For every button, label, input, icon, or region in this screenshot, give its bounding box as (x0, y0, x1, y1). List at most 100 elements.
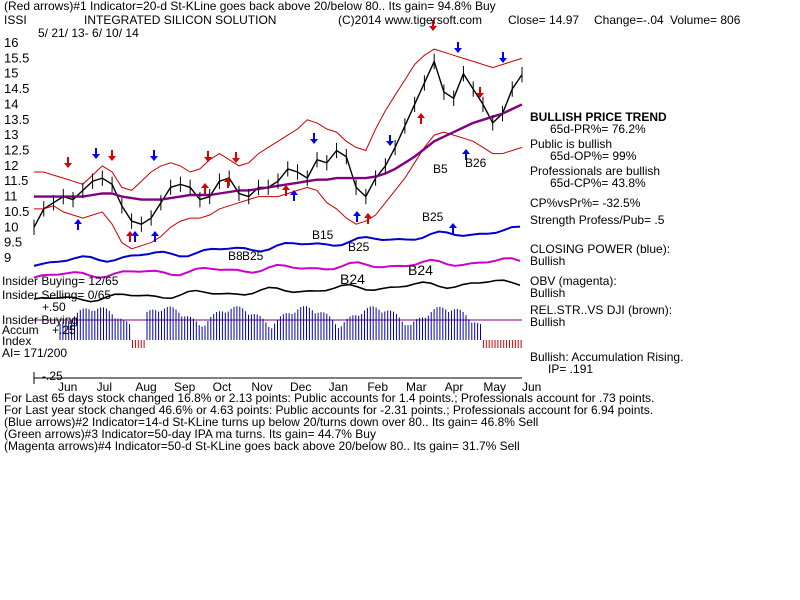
y-tick-label: 14.5 (4, 81, 29, 96)
y-tick-label: 11 (4, 189, 18, 204)
insider-buying-label: Insider Buying (2, 313, 79, 327)
y-tick-label: 16 (4, 35, 18, 50)
accum-label: Accum (2, 323, 39, 337)
copyright: (C)2014 www.tigersoft.com (338, 13, 483, 27)
arrow-head (454, 48, 462, 53)
up-arrow-icon (353, 211, 361, 222)
x-tick-label: Nov (251, 380, 272, 394)
down-arrow-icon (454, 42, 462, 53)
up-arrow-icon (151, 231, 159, 242)
arrow-head (476, 93, 484, 98)
down-arrow-icon (92, 148, 100, 159)
obv-value: Bullish (530, 286, 566, 300)
y-tick-label: 10 (4, 219, 18, 234)
down-arrow-icon (204, 151, 212, 162)
arrow-head (310, 139, 318, 144)
accumulation-histogram (59, 306, 522, 348)
annotation-b24-b: B24 (408, 262, 433, 278)
company-name: INTEGRATED SILICON SOLUTION (84, 13, 277, 27)
date-range: 5/ 21/ 13- 6/ 10/ 14 (38, 26, 139, 40)
y-tick-label: 10.5 (4, 204, 29, 219)
arrow-head (417, 113, 425, 118)
arrow-head (290, 190, 298, 195)
trend-title: BULLISH PRICE TREND (530, 110, 667, 124)
arrow-head (151, 231, 159, 236)
y-tick-label: 15 (4, 66, 18, 81)
arrow-head (150, 156, 158, 161)
arrow-head (204, 157, 212, 162)
accum-p50: +.50 (42, 300, 66, 314)
y-tick-label: 12 (4, 158, 18, 173)
arrow-head (449, 223, 457, 228)
y-tick-label: 14 (4, 96, 18, 111)
arrow-head (64, 163, 72, 168)
close-value: Close= 14.97 (508, 13, 580, 27)
index-label: Index (2, 334, 32, 348)
accum-p25: +.25 (52, 323, 76, 337)
x-tick-label: Mar (406, 380, 427, 394)
series-line-close (33, 59, 523, 228)
closing-power-value: Bullish (530, 254, 566, 268)
x-tick-label: Dec (290, 380, 311, 394)
arrow-head (74, 219, 82, 224)
y-tick-label: 9 (4, 250, 11, 265)
annotation-b25-c: B25 (242, 249, 264, 263)
x-tick-labels: Jun Jul Aug Sep Oct Nov Dec Jan Feb Mar Apr May Jun (58, 380, 541, 394)
x-tick-label: Jun (522, 380, 541, 394)
relstr-value: Bullish (530, 315, 566, 329)
down-arrow-icon (499, 52, 507, 63)
pr65: 65d-PR%= 76.2% (550, 122, 646, 136)
arrow-head (364, 213, 372, 218)
down-arrow-icon (108, 150, 116, 161)
up-arrow-icon (364, 213, 372, 224)
cp-vs-pr: CP%vsPr%= -32.5% (530, 196, 641, 210)
change-value: Change=-.04 (594, 13, 664, 27)
y-tick-label: 9.5 (4, 235, 22, 250)
arrow-head (201, 183, 209, 188)
arrow-head (429, 26, 437, 31)
up-arrow-icon (201, 183, 209, 194)
down-arrow-icon (386, 135, 394, 146)
accum-status: Bullish: Accumulation Rising. (530, 350, 684, 364)
down-arrow-icon (64, 157, 72, 168)
x-tick-label: Jul (97, 380, 112, 394)
arrow-head (386, 141, 394, 146)
annotation-b15: B15 (312, 228, 334, 242)
annotation-b26: B26 (465, 156, 487, 170)
up-arrow-icon (74, 219, 82, 230)
annotation-b24-a: B24 (340, 271, 365, 287)
up-arrow-icon (224, 177, 232, 188)
up-arrow-icon (462, 149, 470, 160)
annotation-b8: B8 (228, 249, 243, 263)
footer-line2: For Last year stock changed 46.6% or 4.6… (4, 403, 654, 417)
symbol: ISSI (4, 13, 27, 27)
arrow-head (92, 154, 100, 159)
arrow-head (282, 185, 290, 190)
obv-line (33, 257, 521, 279)
arrow-head (353, 211, 361, 216)
arrow-head (499, 58, 507, 63)
y-tick-label: 13.5 (4, 112, 29, 127)
down-arrow-icon (150, 150, 158, 161)
x-tick-label: Feb (367, 380, 388, 394)
series-line-lower-band (34, 131, 523, 250)
footer-line5: (Magenta arrows)#4 Indicator=50-d St-KLi… (4, 439, 520, 453)
accum-m25: -.25 (42, 369, 63, 383)
arrow-head (224, 177, 232, 182)
arrow-head (232, 158, 240, 163)
up-arrow-icon (290, 190, 298, 201)
annotation-b25-a: B25 (422, 210, 444, 224)
arrow-head (108, 156, 116, 161)
obv-label: OBV (magenta): (530, 274, 617, 288)
footer-line1: For Last 65 days stock changed 16.8% or … (4, 391, 655, 405)
y-tick-labels: 1615.51514.51413.51312.51211.51110.5109.… (4, 35, 29, 265)
series-line-upper-band (34, 48, 523, 191)
y-tick-label: 12.5 (4, 143, 29, 158)
insider-selling: Insider Selling= 0/65 (2, 288, 112, 302)
relstr-label: REL.STR..VS DJI (brown): (530, 303, 673, 317)
footer-line4: (Green arrows)#3 Indicator=50-day IPA ma… (4, 427, 376, 441)
x-tick-label: May (483, 380, 506, 394)
annotation-b25-b: B25 (348, 240, 370, 254)
x-tick-label: Sep (174, 380, 196, 394)
